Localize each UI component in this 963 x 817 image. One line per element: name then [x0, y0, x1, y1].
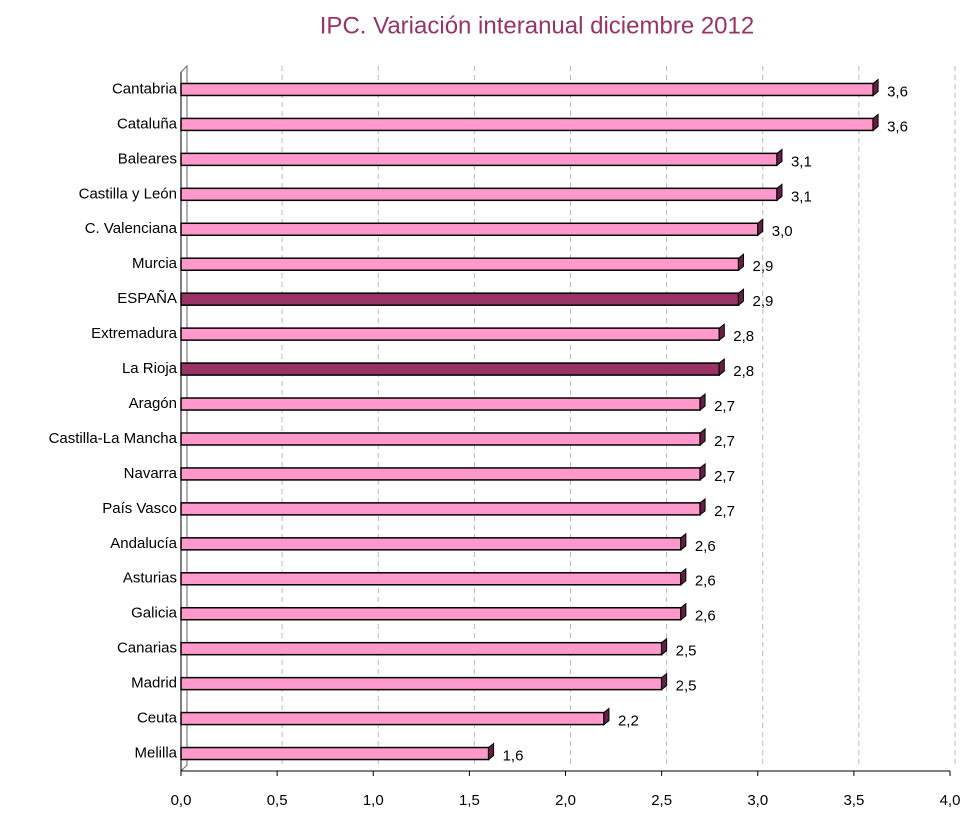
bar — [180, 327, 721, 341]
bar-depth — [680, 532, 687, 551]
value-label: 2,5 — [676, 643, 697, 660]
bar-depth — [699, 462, 706, 481]
x-tick-label: 3,0 — [747, 792, 768, 809]
value-label: 2,9 — [753, 293, 774, 310]
value-label: 2,9 — [753, 258, 774, 275]
y-tick-label: Baleares — [118, 150, 177, 167]
bar-depth — [872, 113, 879, 132]
bar-depth — [718, 323, 725, 342]
bar — [180, 467, 701, 481]
value-label: 3,1 — [791, 153, 812, 170]
y-tick-label: Andalucía — [110, 535, 177, 552]
bar — [180, 187, 778, 202]
value-label: 2,6 — [695, 538, 716, 555]
value-label: 2,7 — [714, 433, 735, 450]
bar-depth — [680, 567, 687, 586]
x-tick-label: 0,0 — [171, 792, 192, 809]
value-label: 2,5 — [676, 678, 697, 695]
bar — [180, 746, 490, 761]
bar — [180, 711, 605, 726]
y-tick-label: Galicia — [131, 605, 178, 622]
bar — [180, 152, 778, 167]
y-tick-label: Cataluña — [117, 115, 178, 132]
value-label: 2,8 — [733, 328, 754, 345]
y-tick-label: C. Valenciana — [85, 220, 178, 237]
y-tick-label: Melilla — [134, 744, 177, 761]
value-label: 3,6 — [887, 83, 908, 100]
y-tick-label: Extremadura — [91, 325, 178, 342]
bar — [180, 537, 682, 551]
bar-depth — [488, 742, 495, 761]
x-tick-label: 2,0 — [555, 792, 576, 809]
bar-depth — [661, 672, 668, 691]
x-tick-label: 0,5 — [267, 792, 288, 809]
bar-depth — [738, 288, 745, 307]
y-tick-label: ESPAÑA — [117, 290, 177, 307]
axis-wall — [180, 64, 188, 772]
bar — [180, 257, 740, 271]
chart-title: IPC. Variación interanual diciembre 2012 — [320, 12, 754, 39]
y-tick-label: País Vasco — [102, 500, 177, 517]
bar-depth — [738, 253, 745, 272]
bar — [180, 362, 721, 376]
value-label: 3,1 — [791, 188, 812, 205]
y-tick-label: Aragón — [129, 395, 177, 412]
x-tick-label: 1,0 — [363, 792, 384, 809]
x-tick-label: 4,0 — [940, 792, 961, 809]
bar-depth — [718, 358, 725, 377]
bar-depth — [776, 183, 783, 202]
value-label: 2,7 — [714, 468, 735, 485]
bar — [180, 641, 663, 656]
bar — [180, 397, 701, 411]
bar-depth — [699, 497, 706, 516]
bar — [180, 432, 701, 446]
y-tick-label: La Rioja — [122, 360, 178, 377]
y-tick-label: Castilla y León — [79, 185, 177, 202]
bar-depth — [680, 602, 687, 621]
y-tick-label: Ceuta — [137, 710, 178, 727]
y-tick-label: Murcia — [132, 255, 178, 272]
y-tick-label: Madrid — [131, 675, 177, 692]
bar — [180, 222, 759, 237]
bar — [180, 82, 874, 97]
value-label: 2,8 — [733, 363, 754, 380]
x-tick-label: 3,5 — [843, 792, 864, 809]
bar-depth — [872, 78, 879, 97]
value-label: 2,6 — [695, 573, 716, 590]
value-label: 3,0 — [772, 223, 793, 240]
bar — [180, 117, 874, 132]
y-tick-label: Canarias — [117, 640, 177, 657]
bar — [180, 502, 701, 516]
y-tick-label: Cantabria — [112, 80, 178, 97]
bar-depth — [776, 148, 783, 167]
value-label: 2,7 — [714, 503, 735, 520]
bar-depth — [661, 637, 668, 656]
bar — [180, 292, 740, 306]
bar — [180, 676, 663, 691]
value-label: 1,6 — [503, 747, 524, 764]
value-label: 2,7 — [714, 398, 735, 415]
y-tick-label: Asturias — [123, 570, 177, 587]
bar-depth — [699, 392, 706, 412]
bar — [180, 572, 682, 586]
bar-depth — [757, 218, 764, 237]
x-tick-label: 1,5 — [459, 792, 480, 809]
value-label: 2,6 — [695, 608, 716, 625]
y-tick-label: Castilla-La Mancha — [49, 430, 178, 447]
bar-depth — [603, 707, 610, 726]
bar — [180, 606, 682, 621]
value-label: 2,2 — [618, 713, 639, 730]
bar-depth — [699, 427, 706, 447]
y-tick-label: Navarra — [124, 465, 178, 482]
value-label: 3,6 — [887, 118, 908, 135]
x-tick-label: 2,5 — [651, 792, 672, 809]
